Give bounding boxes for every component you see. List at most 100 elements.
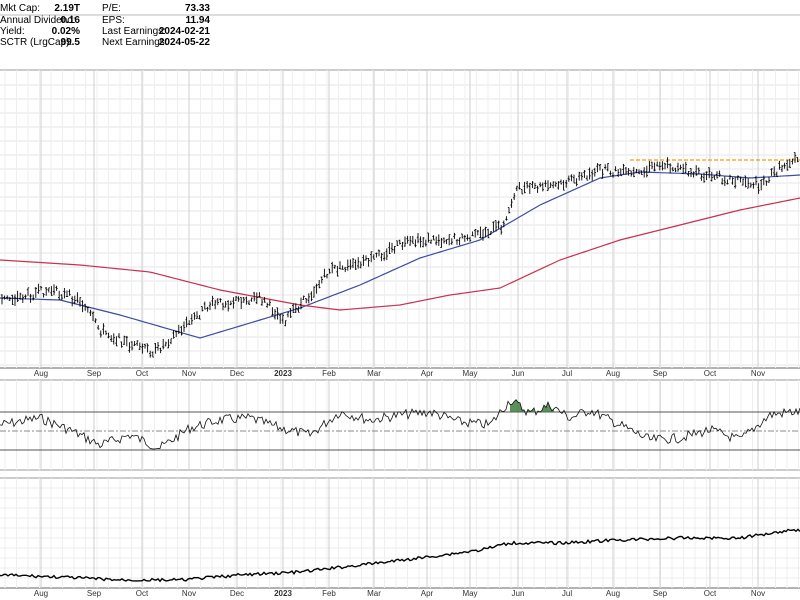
price-bar	[271, 307, 274, 316]
price-bar	[81, 300, 84, 313]
price-bar	[29, 293, 32, 303]
price-bar	[588, 167, 591, 180]
price-bar	[323, 268, 326, 278]
price-bar	[718, 170, 721, 177]
price-bar	[110, 335, 113, 342]
price-bar	[13, 294, 17, 306]
price-bar	[650, 161, 654, 169]
price-bar	[237, 296, 240, 302]
price-bar	[45, 286, 48, 296]
price-bar	[97, 325, 100, 330]
price-bar	[203, 301, 206, 310]
price-bar	[224, 301, 227, 308]
price-bar	[247, 300, 251, 305]
stat-label: Next Earnings:	[102, 37, 168, 48]
price-bar	[762, 175, 765, 186]
price-bar	[502, 220, 505, 228]
price-bar	[328, 268, 331, 274]
price-bar	[671, 166, 674, 172]
price-bar	[198, 314, 201, 320]
price-bar	[162, 338, 165, 350]
long-moving-average-line	[0, 197, 800, 311]
price-bar	[169, 338, 173, 345]
price-bar	[427, 232, 430, 243]
grid	[0, 14, 800, 589]
price-bar	[208, 301, 212, 311]
price-bar	[227, 300, 230, 312]
price-bar	[484, 226, 487, 238]
price-bar	[770, 168, 773, 176]
price-bar	[58, 290, 61, 300]
price-bar	[336, 265, 339, 277]
price-bar	[182, 321, 186, 332]
price-bar	[713, 175, 716, 180]
x-tick-label: Nov	[751, 589, 765, 598]
price-bar	[682, 163, 685, 174]
price-bar	[211, 295, 214, 307]
price-bar	[193, 312, 196, 320]
price-bar	[741, 178, 745, 186]
price-bar	[494, 220, 498, 232]
price-bar	[221, 302, 225, 311]
price-bar	[728, 174, 732, 180]
price-bar	[315, 283, 318, 294]
price-bar	[255, 292, 258, 305]
price-bar	[6, 295, 9, 300]
x-tick-label: Aug	[34, 589, 48, 598]
x-tick-label: Dec	[230, 369, 244, 378]
price-bar	[146, 343, 149, 353]
price-bar	[286, 311, 290, 318]
price-bar	[533, 182, 537, 189]
price-bar	[565, 179, 568, 188]
price-bar	[26, 287, 30, 296]
price-bar	[466, 234, 469, 241]
price-bar	[240, 296, 243, 309]
price-bar	[234, 296, 238, 301]
price-bar	[154, 343, 157, 354]
price-bar	[19, 292, 22, 300]
x-tick-label: Aug	[34, 369, 48, 378]
x-tick-label: Mar	[367, 369, 381, 378]
price-bar	[453, 232, 456, 239]
oscillator-line	[0, 399, 800, 450]
price-bar	[120, 341, 123, 348]
price-bar	[292, 303, 295, 314]
price-bar	[689, 168, 693, 178]
osc-overbought-fill	[536, 402, 554, 412]
price-bar	[624, 166, 628, 175]
price-bar	[749, 182, 752, 188]
price-bar	[73, 295, 76, 305]
price-bar	[37, 283, 40, 294]
price-bar	[276, 307, 279, 320]
x-tick-label: Sep	[87, 589, 102, 598]
price-bar	[539, 182, 542, 188]
price-bar	[604, 164, 607, 170]
price-bar	[396, 240, 399, 247]
price-bar	[71, 296, 74, 307]
price-bar	[739, 176, 742, 183]
price-bar	[156, 341, 160, 351]
price-bar	[619, 168, 622, 177]
price-bar	[78, 297, 82, 307]
price-bar	[778, 160, 781, 170]
price-bar	[422, 237, 425, 248]
price-bar	[307, 293, 310, 304]
stat-value: 0.16	[60, 15, 80, 26]
price-bar	[448, 234, 451, 246]
stat-label: Yield:	[0, 26, 25, 37]
price-bar	[455, 239, 459, 245]
price-bar	[760, 179, 763, 191]
x-tick-label: 2023	[274, 369, 292, 378]
price-bar	[99, 330, 102, 338]
price-bar	[450, 238, 453, 245]
x-tick-label: Oct	[136, 589, 149, 598]
overlays	[0, 159, 800, 339]
price-bar	[21, 294, 24, 304]
price-bar	[302, 295, 305, 300]
x-tick-label: Jun	[512, 589, 525, 598]
price-bar	[151, 351, 154, 358]
x-tick-label: Oct	[704, 369, 717, 378]
price-bar	[575, 178, 578, 187]
stat-value: 2.19T	[54, 3, 80, 14]
price-bar	[305, 298, 308, 304]
